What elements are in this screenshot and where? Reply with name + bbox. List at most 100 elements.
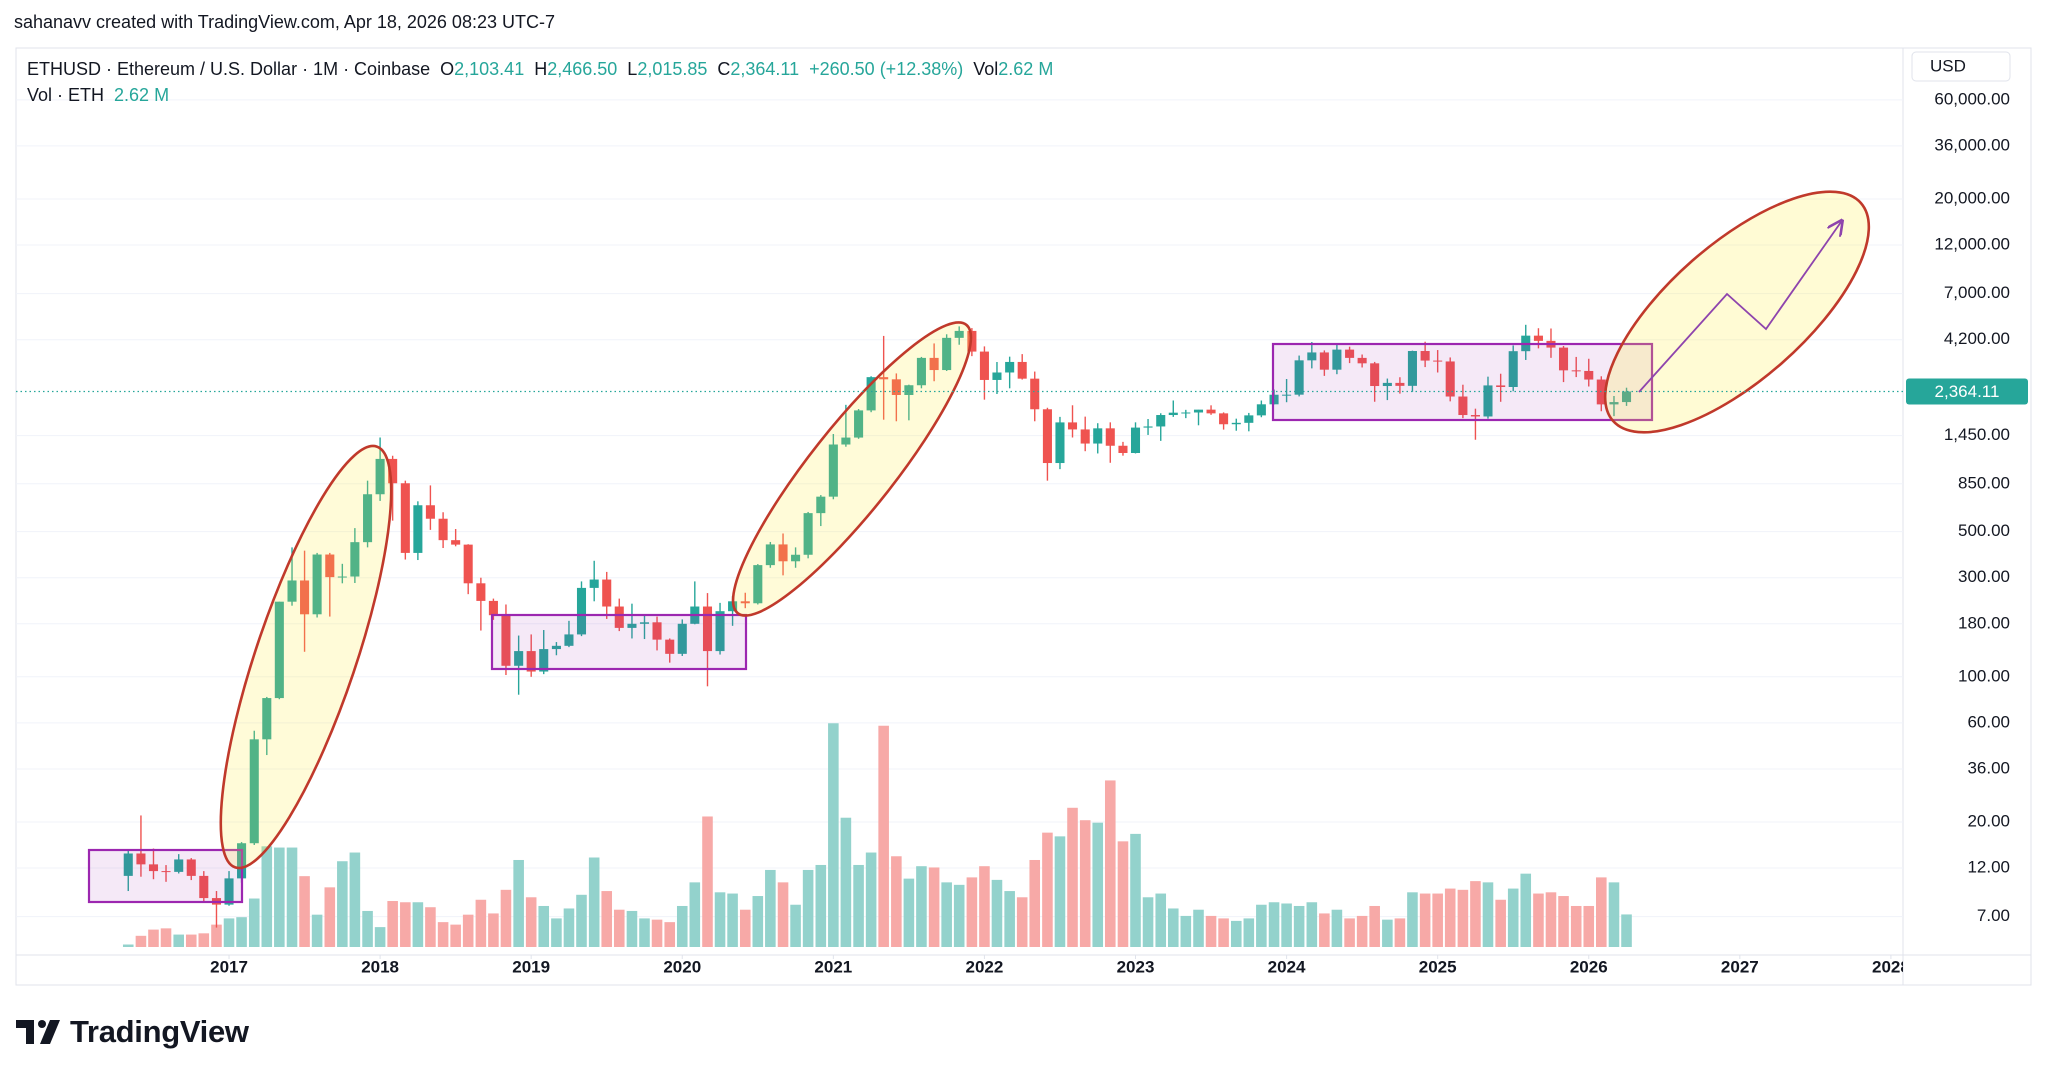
volume-bar — [1583, 905, 1595, 947]
volume-bar — [1621, 914, 1632, 947]
candle-body — [488, 600, 498, 616]
volume-bar — [1394, 918, 1406, 947]
volume-bar — [1029, 859, 1041, 947]
candle-body — [929, 357, 939, 371]
open-value: 2,103.41 — [454, 59, 525, 79]
close-label: C — [717, 59, 731, 79]
volume-bar — [337, 861, 348, 947]
candle-body — [1558, 347, 1569, 371]
y-tick-label: 7,000.00 — [1944, 283, 2010, 302]
volume-bar — [1482, 882, 1494, 947]
candle-body — [841, 437, 851, 445]
volume-bar — [450, 924, 461, 947]
volume-bar — [400, 902, 411, 947]
volume-bar — [1470, 881, 1481, 947]
volume-bar — [765, 869, 776, 947]
volume-bar — [1117, 841, 1129, 947]
high-label: H — [534, 59, 548, 79]
x-tick-label: 2028 — [1872, 957, 1910, 976]
volume-bar — [1268, 902, 1280, 947]
volume-bar — [475, 899, 487, 947]
legend-row: ETHUSD · Ethereum / U.S. Dollar · 1M · C… — [27, 56, 1053, 82]
candle-body — [136, 853, 146, 865]
volume-bar — [1004, 891, 1015, 947]
volume-bar — [802, 869, 814, 947]
candle-body — [1307, 352, 1317, 361]
candle-body — [1332, 349, 1342, 370]
volume-bar — [1067, 807, 1078, 947]
change-value: +260.50 (+12.38%) — [809, 59, 964, 79]
candle-body — [702, 606, 713, 652]
volume-bar — [1180, 915, 1192, 947]
candle-body — [979, 351, 989, 380]
candle-body — [1093, 428, 1103, 444]
y-tick-label: 180.00 — [1958, 613, 2010, 632]
volume-bar — [916, 866, 927, 947]
chart-frame — [15, 47, 2032, 986]
last-price-box — [1906, 378, 2028, 405]
volume-bar — [525, 897, 537, 947]
high-value: 2,466.50 — [547, 59, 618, 79]
candle-body — [363, 494, 373, 543]
annotations — [87, 190, 1871, 904]
candle-body — [639, 622, 650, 624]
candle-body — [1294, 360, 1304, 395]
volume-bar — [551, 918, 562, 947]
volume-bar — [903, 878, 915, 947]
candle-body — [791, 554, 801, 562]
volume-bar — [311, 914, 323, 947]
candle-body — [1445, 361, 1455, 397]
volume-bar — [1356, 915, 1368, 947]
candle-body — [627, 623, 637, 628]
candle-body — [1181, 412, 1191, 414]
candle-body — [854, 410, 864, 438]
candle-body — [879, 377, 889, 380]
candle-body — [891, 379, 901, 395]
candle-body — [1080, 429, 1090, 444]
volume-bar — [1193, 909, 1204, 947]
volume-bar — [1444, 888, 1456, 947]
candle-body — [1256, 404, 1266, 416]
candle-body — [1470, 415, 1480, 417]
candle-body — [1042, 409, 1052, 464]
volume-bar — [1369, 905, 1380, 947]
volume-bar — [1042, 832, 1053, 947]
volume-bar — [1457, 889, 1469, 947]
volume-bar — [488, 913, 499, 947]
candle-body — [1433, 360, 1443, 362]
y-tick-label: 850.00 — [1958, 473, 2010, 492]
volume-bar — [979, 866, 990, 947]
candle-body — [740, 601, 750, 604]
candle-body — [375, 458, 385, 495]
volume-bar — [1054, 836, 1066, 947]
logo: TradingView — [16, 1014, 249, 1050]
currency-label: USD — [1930, 56, 1966, 75]
volume-bar — [853, 864, 864, 947]
volume-bar — [122, 944, 134, 947]
candle-body — [1130, 427, 1141, 453]
volume-bar — [387, 901, 398, 947]
volume-bar — [840, 817, 852, 947]
x-tick-label: 2027 — [1721, 957, 1759, 976]
candle-body — [312, 554, 322, 615]
volume-bar — [324, 887, 336, 947]
volume-bar — [1104, 780, 1116, 947]
legend-row: Vol · ETH 2.62 M — [27, 82, 1053, 108]
candle-body — [564, 634, 574, 646]
y-tick-label: 500.00 — [1958, 521, 2010, 540]
volume-bar — [626, 910, 638, 947]
volume-bar — [198, 933, 210, 947]
volume-bar — [261, 846, 273, 947]
x-tick-label: 2026 — [1570, 957, 1608, 976]
volume-bar — [1419, 893, 1431, 947]
candle-body — [1143, 426, 1153, 428]
candle-body — [954, 330, 964, 338]
volume-bar — [299, 876, 310, 947]
volume-bar — [1281, 903, 1292, 947]
candle-body — [1017, 361, 1027, 379]
y-tick-label: 20.00 — [1967, 811, 2010, 830]
close-value: 2,364.11 — [730, 59, 800, 79]
y-tick-label: 36,000.00 — [1934, 135, 2010, 154]
